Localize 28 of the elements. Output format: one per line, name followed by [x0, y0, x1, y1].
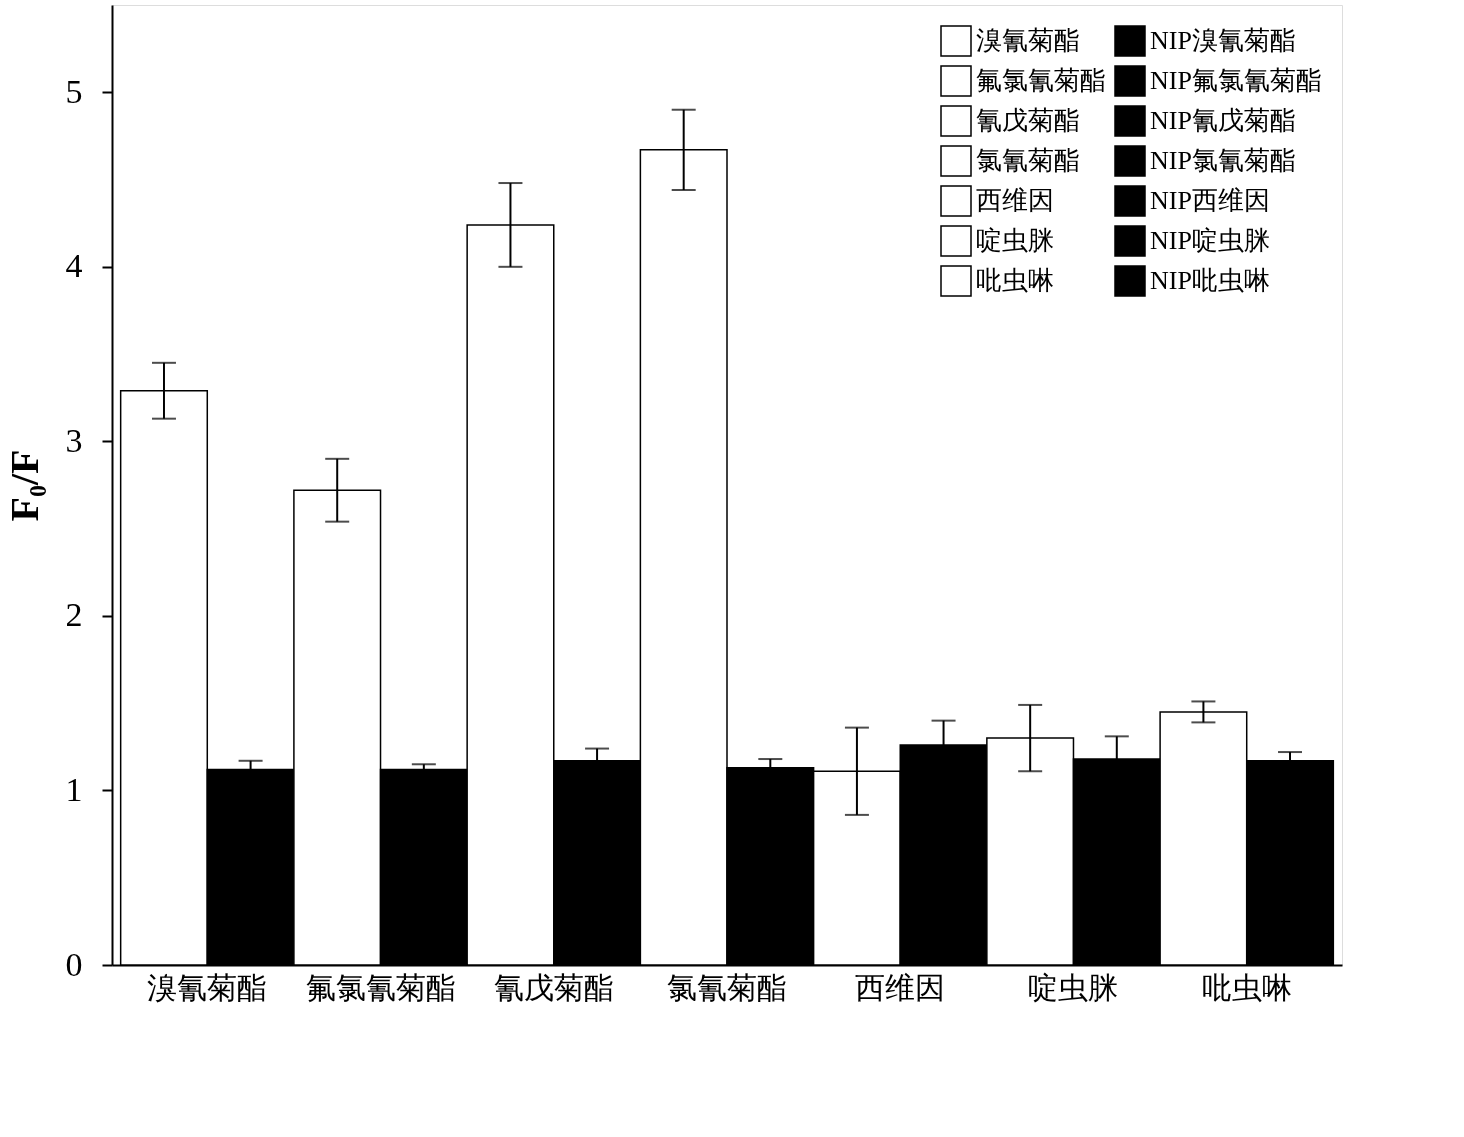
- x-tick-label: 氰戊菊酯: [493, 970, 614, 1004]
- legend-label: 西维因: [976, 186, 1054, 215]
- legend-label: NIP啶虫脒: [1150, 226, 1270, 255]
- x-tick-label: 西维因: [855, 970, 946, 1004]
- y-tick-label: 1: [65, 770, 83, 808]
- legend-label: NIP西维因: [1150, 186, 1270, 215]
- legend-label: 啶虫脒: [976, 226, 1054, 255]
- legend-label: NIP氯氰菊酯: [1150, 146, 1296, 175]
- legend-label: 氯氰菊酯: [976, 146, 1080, 175]
- legend-label: 氟氯氰菊酯: [976, 66, 1106, 95]
- x-tick-label: 氟氯氰菊酯: [305, 970, 456, 1004]
- x-tick-label: 氯氰菊酯: [667, 970, 787, 1004]
- y-axis-title: F₀/F: [1, 449, 47, 522]
- x-tick-label: 啶虫脒: [1028, 970, 1119, 1004]
- x-tick-label: 溴氰菊酯: [147, 970, 268, 1004]
- y-tick-label: 0: [65, 945, 83, 983]
- y-tick-label: 3: [65, 421, 83, 459]
- legend-label: NIP氰戊菊酯: [1150, 106, 1296, 135]
- y-tick-label: 4: [65, 247, 83, 285]
- x-tick-label: 吡虫啉: [1201, 970, 1292, 1004]
- legend-label: 溴氰菊酯: [976, 26, 1080, 55]
- legend-label: 氰戊菊酯: [976, 106, 1080, 135]
- y-tick-label: 2: [65, 596, 83, 634]
- legend-label: NIP吡虫啉: [1150, 266, 1270, 295]
- legend-label: NIP溴氰菊酯: [1150, 26, 1296, 55]
- y-tick-label: 5: [65, 72, 83, 110]
- legend-label: 吡虫啉: [976, 266, 1054, 295]
- legend-label: NIP氟氯氰菊酯: [1150, 66, 1322, 95]
